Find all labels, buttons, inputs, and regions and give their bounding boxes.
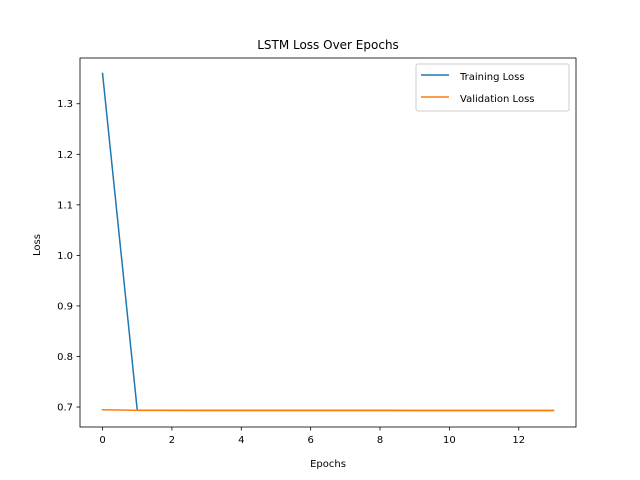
x-tick-label: 12 bbox=[512, 435, 525, 446]
legend-label-validation: Validation Loss bbox=[460, 94, 535, 105]
legend-box bbox=[415, 63, 570, 112]
y-axis-label: Loss bbox=[32, 234, 43, 256]
x-tick-label: 8 bbox=[377, 435, 383, 446]
series-line-validation-loss bbox=[101, 409, 555, 412]
y-tick-label: 0.9 bbox=[57, 301, 73, 312]
x-tick-label: 6 bbox=[307, 435, 313, 446]
series-layer bbox=[101, 72, 555, 412]
x-tick-label: 10 bbox=[443, 435, 456, 446]
x-tick-label: 4 bbox=[238, 435, 244, 446]
x-ticks: 0 2 4 6 8 10 12 bbox=[99, 427, 525, 446]
y-tick-label: 1.2 bbox=[57, 150, 73, 161]
y-tick-label: 0.8 bbox=[57, 352, 73, 363]
y-tick-label: 1.0 bbox=[57, 251, 73, 262]
legend-label-training: Training Loss bbox=[459, 72, 525, 83]
y-tick-label: 1.1 bbox=[57, 200, 73, 211]
y-tick-label: 1.3 bbox=[57, 99, 73, 110]
legend: Training Loss Validation Loss bbox=[415, 63, 570, 112]
x-tick-label: 2 bbox=[169, 435, 175, 446]
x-axis-label: Epochs bbox=[310, 459, 346, 470]
chart-title: LSTM Loss Over Epochs bbox=[257, 38, 399, 52]
y-tick-label: 0.7 bbox=[57, 403, 73, 414]
plot-frame bbox=[79, 57, 577, 428]
y-ticks: 0.7 0.8 0.9 1.0 1.1 1.2 1.3 bbox=[57, 99, 80, 414]
x-tick-label: 0 bbox=[99, 435, 105, 446]
